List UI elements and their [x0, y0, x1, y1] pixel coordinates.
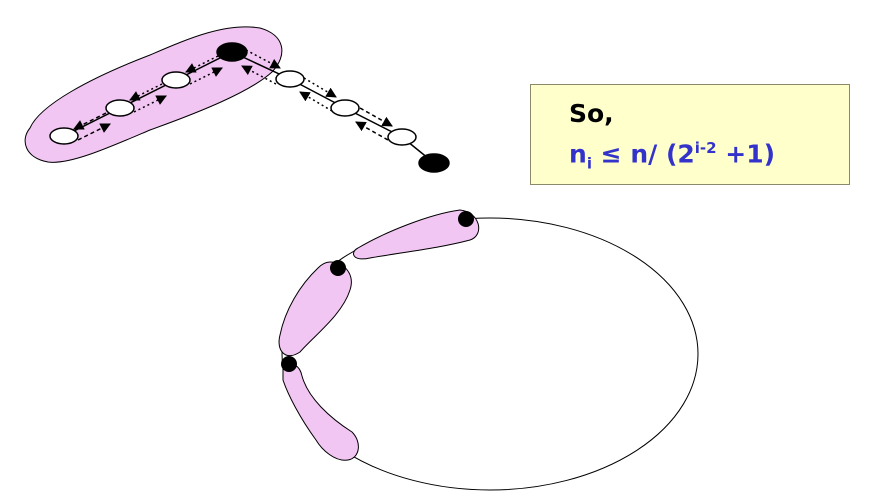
chain-node [330, 99, 360, 117]
ring-segment-region-1 [353, 209, 480, 260]
conclusion-box: So, ni ≤ n/ (2i-2 +1) [530, 84, 850, 185]
ring-node [458, 211, 474, 227]
formula-exponent: i-2 [694, 139, 717, 157]
ring-node [330, 260, 346, 276]
conclusion-heading: So, [569, 99, 614, 128]
chain-node-root [216, 42, 248, 62]
chain-node-end [418, 153, 450, 173]
formula-n: n [569, 139, 587, 169]
chain-node [275, 70, 305, 88]
chain-node [161, 71, 191, 89]
formula-middle: ≤ n/ (2 [591, 139, 695, 169]
chain-nodes [49, 42, 450, 173]
chain-node [49, 127, 79, 145]
ring-segment-region-3 [282, 363, 359, 461]
chain-node [105, 99, 135, 117]
ring-node [281, 356, 297, 372]
chain-node [387, 128, 417, 146]
ring [281, 217, 699, 491]
chain-highlight-region [24, 26, 283, 163]
conclusion-formula: ni ≤ n/ (2i-2 +1) [569, 139, 775, 172]
formula-subscript: i [586, 154, 592, 173]
ring-segment-region-2 [278, 261, 352, 357]
pointer-arrows [73, 49, 393, 141]
formula-end: +1) [716, 139, 776, 169]
